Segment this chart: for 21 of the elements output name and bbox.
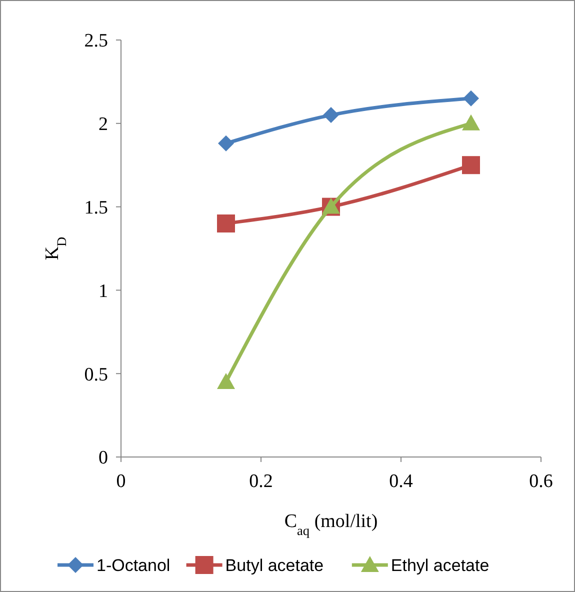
legend-label: Butyl acetate [225, 556, 324, 575]
point [463, 90, 479, 106]
y-tick-label: 1.5 [84, 197, 108, 218]
point [323, 107, 339, 124]
point [462, 156, 480, 174]
x-axis-title: C$_{aq}$ (mol/lit) [284, 511, 378, 538]
x-tick-label: 0 [116, 471, 126, 492]
x-tick-label: 0.4 [389, 471, 414, 492]
y-tick-label: 2 [98, 114, 108, 136]
y-tick-label: 2.5 [84, 30, 108, 52]
point [462, 114, 480, 130]
legend-label: Ethyl acetate [390, 556, 490, 575]
point [217, 372, 235, 389]
point [217, 214, 235, 232]
y-tick-label: 0.5 [84, 364, 108, 386]
x-tick-label: 0.2 [249, 471, 273, 492]
point [218, 135, 234, 152]
legend-label: 1-Octanol [96, 556, 170, 575]
y-tick-label: 1 [98, 280, 108, 302]
x-tick-label: 0.6 [529, 471, 553, 492]
y-tick-label: 0 [98, 448, 108, 469]
